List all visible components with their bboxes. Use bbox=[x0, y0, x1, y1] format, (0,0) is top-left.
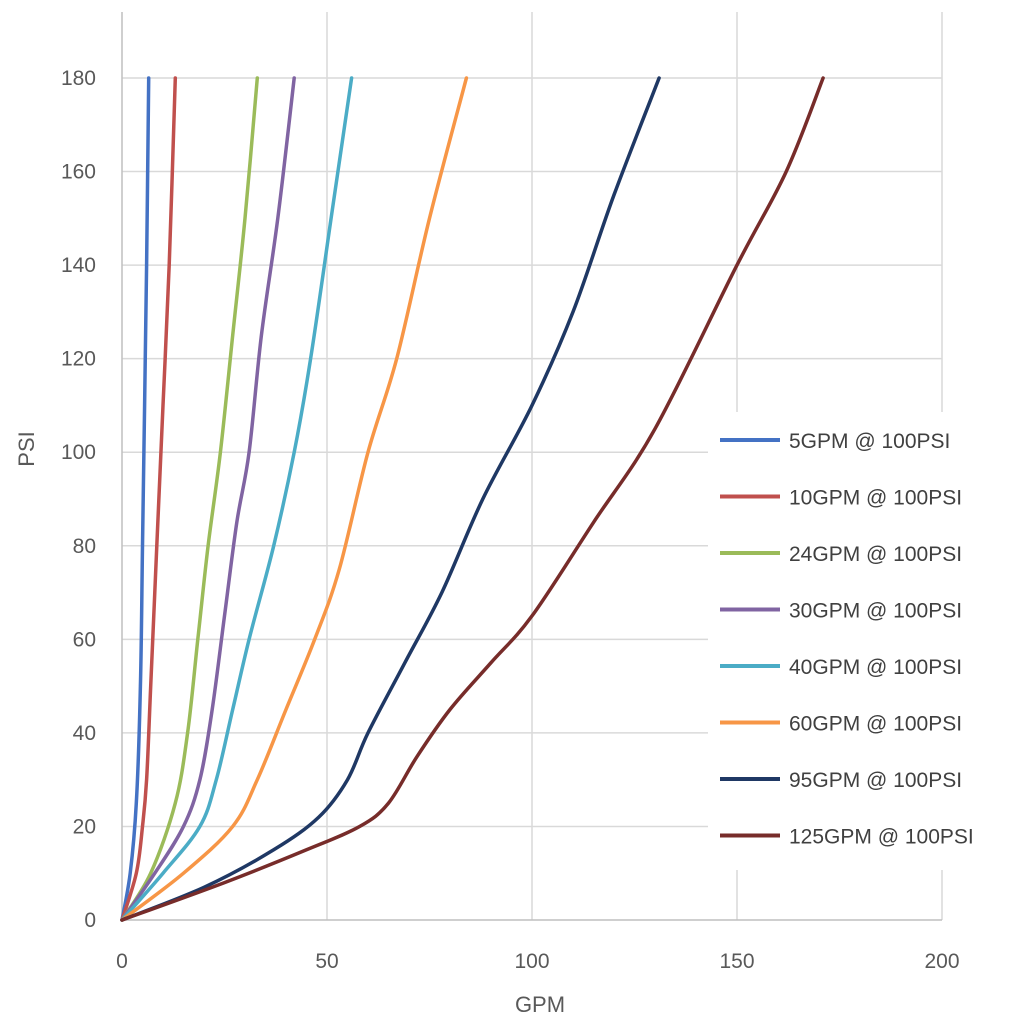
series-lines bbox=[120, 76, 825, 922]
x-tick-label: 100 bbox=[514, 950, 549, 973]
series-line-2 bbox=[120, 76, 178, 922]
x-tick-label: 200 bbox=[924, 950, 959, 973]
series-line-4 bbox=[120, 76, 296, 922]
y-tick-label: 60 bbox=[73, 628, 96, 651]
series-line-3 bbox=[120, 76, 260, 922]
y-tick-label: 20 bbox=[73, 815, 96, 838]
legend-label: 40GPM @ 100PSI bbox=[789, 656, 962, 679]
series-line-7 bbox=[120, 76, 661, 922]
x-tick-label: 150 bbox=[719, 950, 754, 973]
y-tick-label: 180 bbox=[61, 67, 96, 90]
series-line-8 bbox=[120, 76, 825, 922]
legend-label: 125GPM @ 100PSI bbox=[789, 826, 974, 849]
x-tick-label: 0 bbox=[116, 950, 128, 973]
axes bbox=[121, 12, 942, 921]
y-tick-label: 40 bbox=[73, 722, 96, 745]
legend-label: 24GPM @ 100PSI bbox=[789, 543, 962, 566]
legend-label: 60GPM @ 100PSI bbox=[789, 713, 962, 736]
gridlines bbox=[122, 12, 943, 920]
legend-label: 5GPM @ 100PSI bbox=[789, 430, 950, 453]
y-tick-label: 120 bbox=[61, 348, 96, 371]
legend-background bbox=[708, 412, 1008, 870]
legend-label: 30GPM @ 100PSI bbox=[789, 600, 962, 623]
y-tick-label: 160 bbox=[61, 161, 96, 184]
y-tick-label: 0 bbox=[84, 909, 96, 932]
x-tick-label: 50 bbox=[315, 950, 338, 973]
x-axis-title: GPM bbox=[515, 992, 565, 1017]
y-axis-title: PSI bbox=[14, 431, 39, 466]
legend: 5GPM @ 100PSI 10GPM @ 100PSI 24GPM @ 100PS… bbox=[708, 412, 1008, 870]
series-line-5 bbox=[120, 76, 354, 922]
series-line-6 bbox=[120, 76, 469, 922]
legend-label: 95GPM @ 100PSI bbox=[789, 769, 962, 792]
y-tick-label: 80 bbox=[73, 535, 96, 558]
series-line-1 bbox=[120, 76, 151, 922]
y-tick-label: 140 bbox=[61, 254, 96, 277]
tick-labels: 0 50 100 150 200 0 20 40 60 80 100 120 140 160 180 bbox=[61, 67, 960, 973]
legend-label: 10GPM @ 100PSI bbox=[789, 487, 962, 510]
y-tick-label: 100 bbox=[61, 441, 96, 464]
